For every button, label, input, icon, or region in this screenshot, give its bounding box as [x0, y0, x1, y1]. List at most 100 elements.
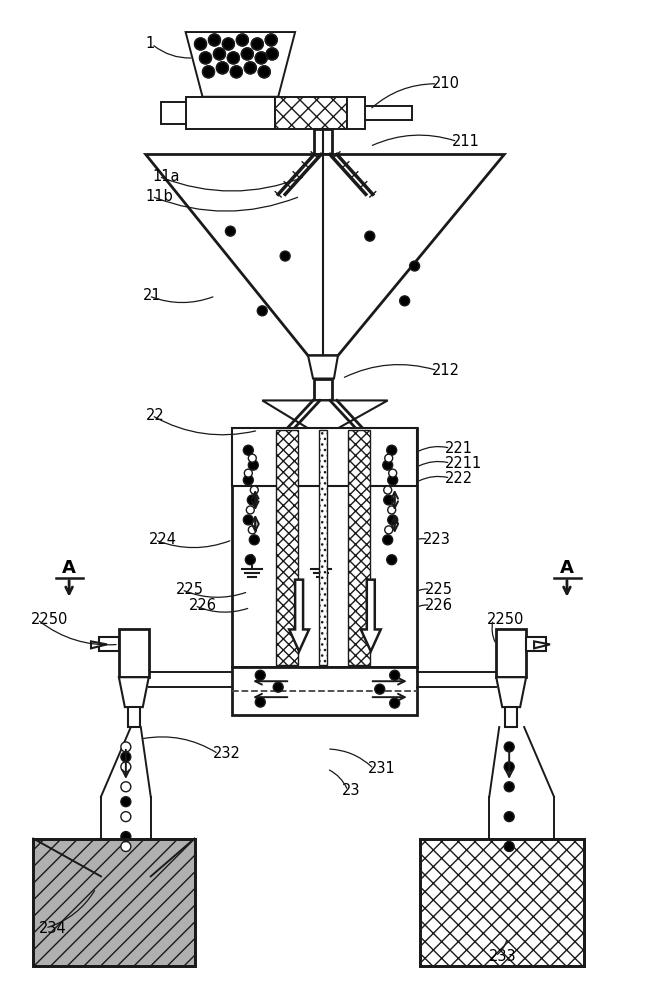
Bar: [420, 839, 584, 966]
Circle shape: [236, 34, 248, 46]
Circle shape: [280, 251, 290, 261]
Polygon shape: [289, 580, 309, 651]
Circle shape: [121, 797, 131, 807]
Text: 22: 22: [146, 408, 164, 423]
Text: 23: 23: [342, 783, 361, 798]
Bar: [232, 428, 417, 486]
Polygon shape: [146, 154, 504, 356]
Bar: [319, 430, 327, 665]
Circle shape: [248, 460, 258, 470]
Text: 11b: 11b: [146, 189, 174, 204]
Bar: [34, 839, 195, 966]
Circle shape: [375, 684, 384, 694]
Bar: [232, 667, 417, 715]
Text: 2250: 2250: [31, 612, 68, 627]
Circle shape: [243, 515, 253, 525]
Polygon shape: [91, 641, 107, 648]
Bar: [348, 430, 370, 665]
Circle shape: [121, 762, 131, 772]
Circle shape: [246, 506, 254, 514]
Circle shape: [248, 454, 256, 462]
Circle shape: [390, 670, 400, 680]
Bar: [505, 707, 517, 727]
Text: 223: 223: [422, 532, 450, 547]
Bar: [314, 129, 332, 154]
Bar: [161, 102, 186, 124]
Circle shape: [384, 486, 392, 494]
Text: 2211: 2211: [444, 456, 482, 471]
Bar: [119, 629, 149, 677]
Circle shape: [273, 682, 283, 692]
Circle shape: [245, 555, 255, 565]
Circle shape: [223, 38, 234, 50]
Circle shape: [252, 38, 263, 50]
Circle shape: [121, 742, 131, 752]
Circle shape: [382, 535, 393, 545]
Text: 225: 225: [175, 582, 204, 597]
Text: 222: 222: [444, 471, 473, 486]
Circle shape: [199, 52, 212, 64]
Circle shape: [243, 475, 253, 485]
Polygon shape: [308, 356, 338, 379]
Text: 234: 234: [39, 921, 67, 936]
Polygon shape: [526, 637, 546, 651]
Text: A: A: [62, 559, 76, 577]
Circle shape: [266, 48, 278, 60]
Text: 1: 1: [146, 36, 155, 51]
Polygon shape: [186, 32, 295, 97]
Circle shape: [390, 698, 400, 708]
Circle shape: [208, 34, 221, 46]
Polygon shape: [534, 641, 550, 648]
Circle shape: [387, 445, 397, 455]
Circle shape: [257, 306, 267, 316]
Text: 231: 231: [368, 761, 395, 776]
Circle shape: [384, 526, 393, 534]
Text: 211: 211: [451, 134, 479, 149]
Bar: [276, 430, 298, 665]
Circle shape: [265, 34, 277, 46]
Circle shape: [121, 832, 131, 842]
Text: 210: 210: [432, 76, 459, 91]
Text: 232: 232: [212, 746, 241, 761]
Circle shape: [400, 296, 410, 306]
Bar: [34, 839, 195, 966]
Text: 212: 212: [432, 363, 459, 378]
Circle shape: [504, 812, 514, 822]
Circle shape: [244, 62, 256, 74]
Circle shape: [121, 782, 131, 792]
Polygon shape: [99, 637, 119, 651]
Text: A: A: [560, 559, 574, 577]
Polygon shape: [263, 400, 388, 428]
Circle shape: [389, 469, 397, 477]
Circle shape: [410, 261, 420, 271]
Circle shape: [213, 48, 225, 60]
Bar: [347, 97, 365, 129]
Text: 221: 221: [444, 441, 473, 456]
Circle shape: [387, 555, 397, 565]
Circle shape: [195, 38, 206, 50]
Circle shape: [255, 670, 265, 680]
Bar: [186, 97, 275, 129]
Bar: [314, 379, 332, 400]
Circle shape: [247, 495, 257, 505]
Circle shape: [384, 454, 393, 462]
Circle shape: [504, 782, 514, 792]
Circle shape: [248, 526, 256, 534]
Circle shape: [255, 697, 265, 707]
Bar: [275, 97, 347, 129]
Circle shape: [384, 495, 393, 505]
Circle shape: [225, 226, 235, 236]
Text: 2250: 2250: [487, 612, 524, 627]
Circle shape: [244, 469, 252, 477]
Circle shape: [217, 62, 228, 74]
Polygon shape: [496, 677, 526, 707]
Polygon shape: [361, 580, 381, 651]
Circle shape: [388, 475, 398, 485]
Text: 225: 225: [424, 582, 453, 597]
Circle shape: [243, 445, 253, 455]
Bar: [420, 839, 584, 966]
Circle shape: [365, 231, 375, 241]
Text: 11a: 11a: [153, 169, 180, 184]
Bar: [128, 707, 140, 727]
Text: 233: 233: [490, 949, 517, 964]
